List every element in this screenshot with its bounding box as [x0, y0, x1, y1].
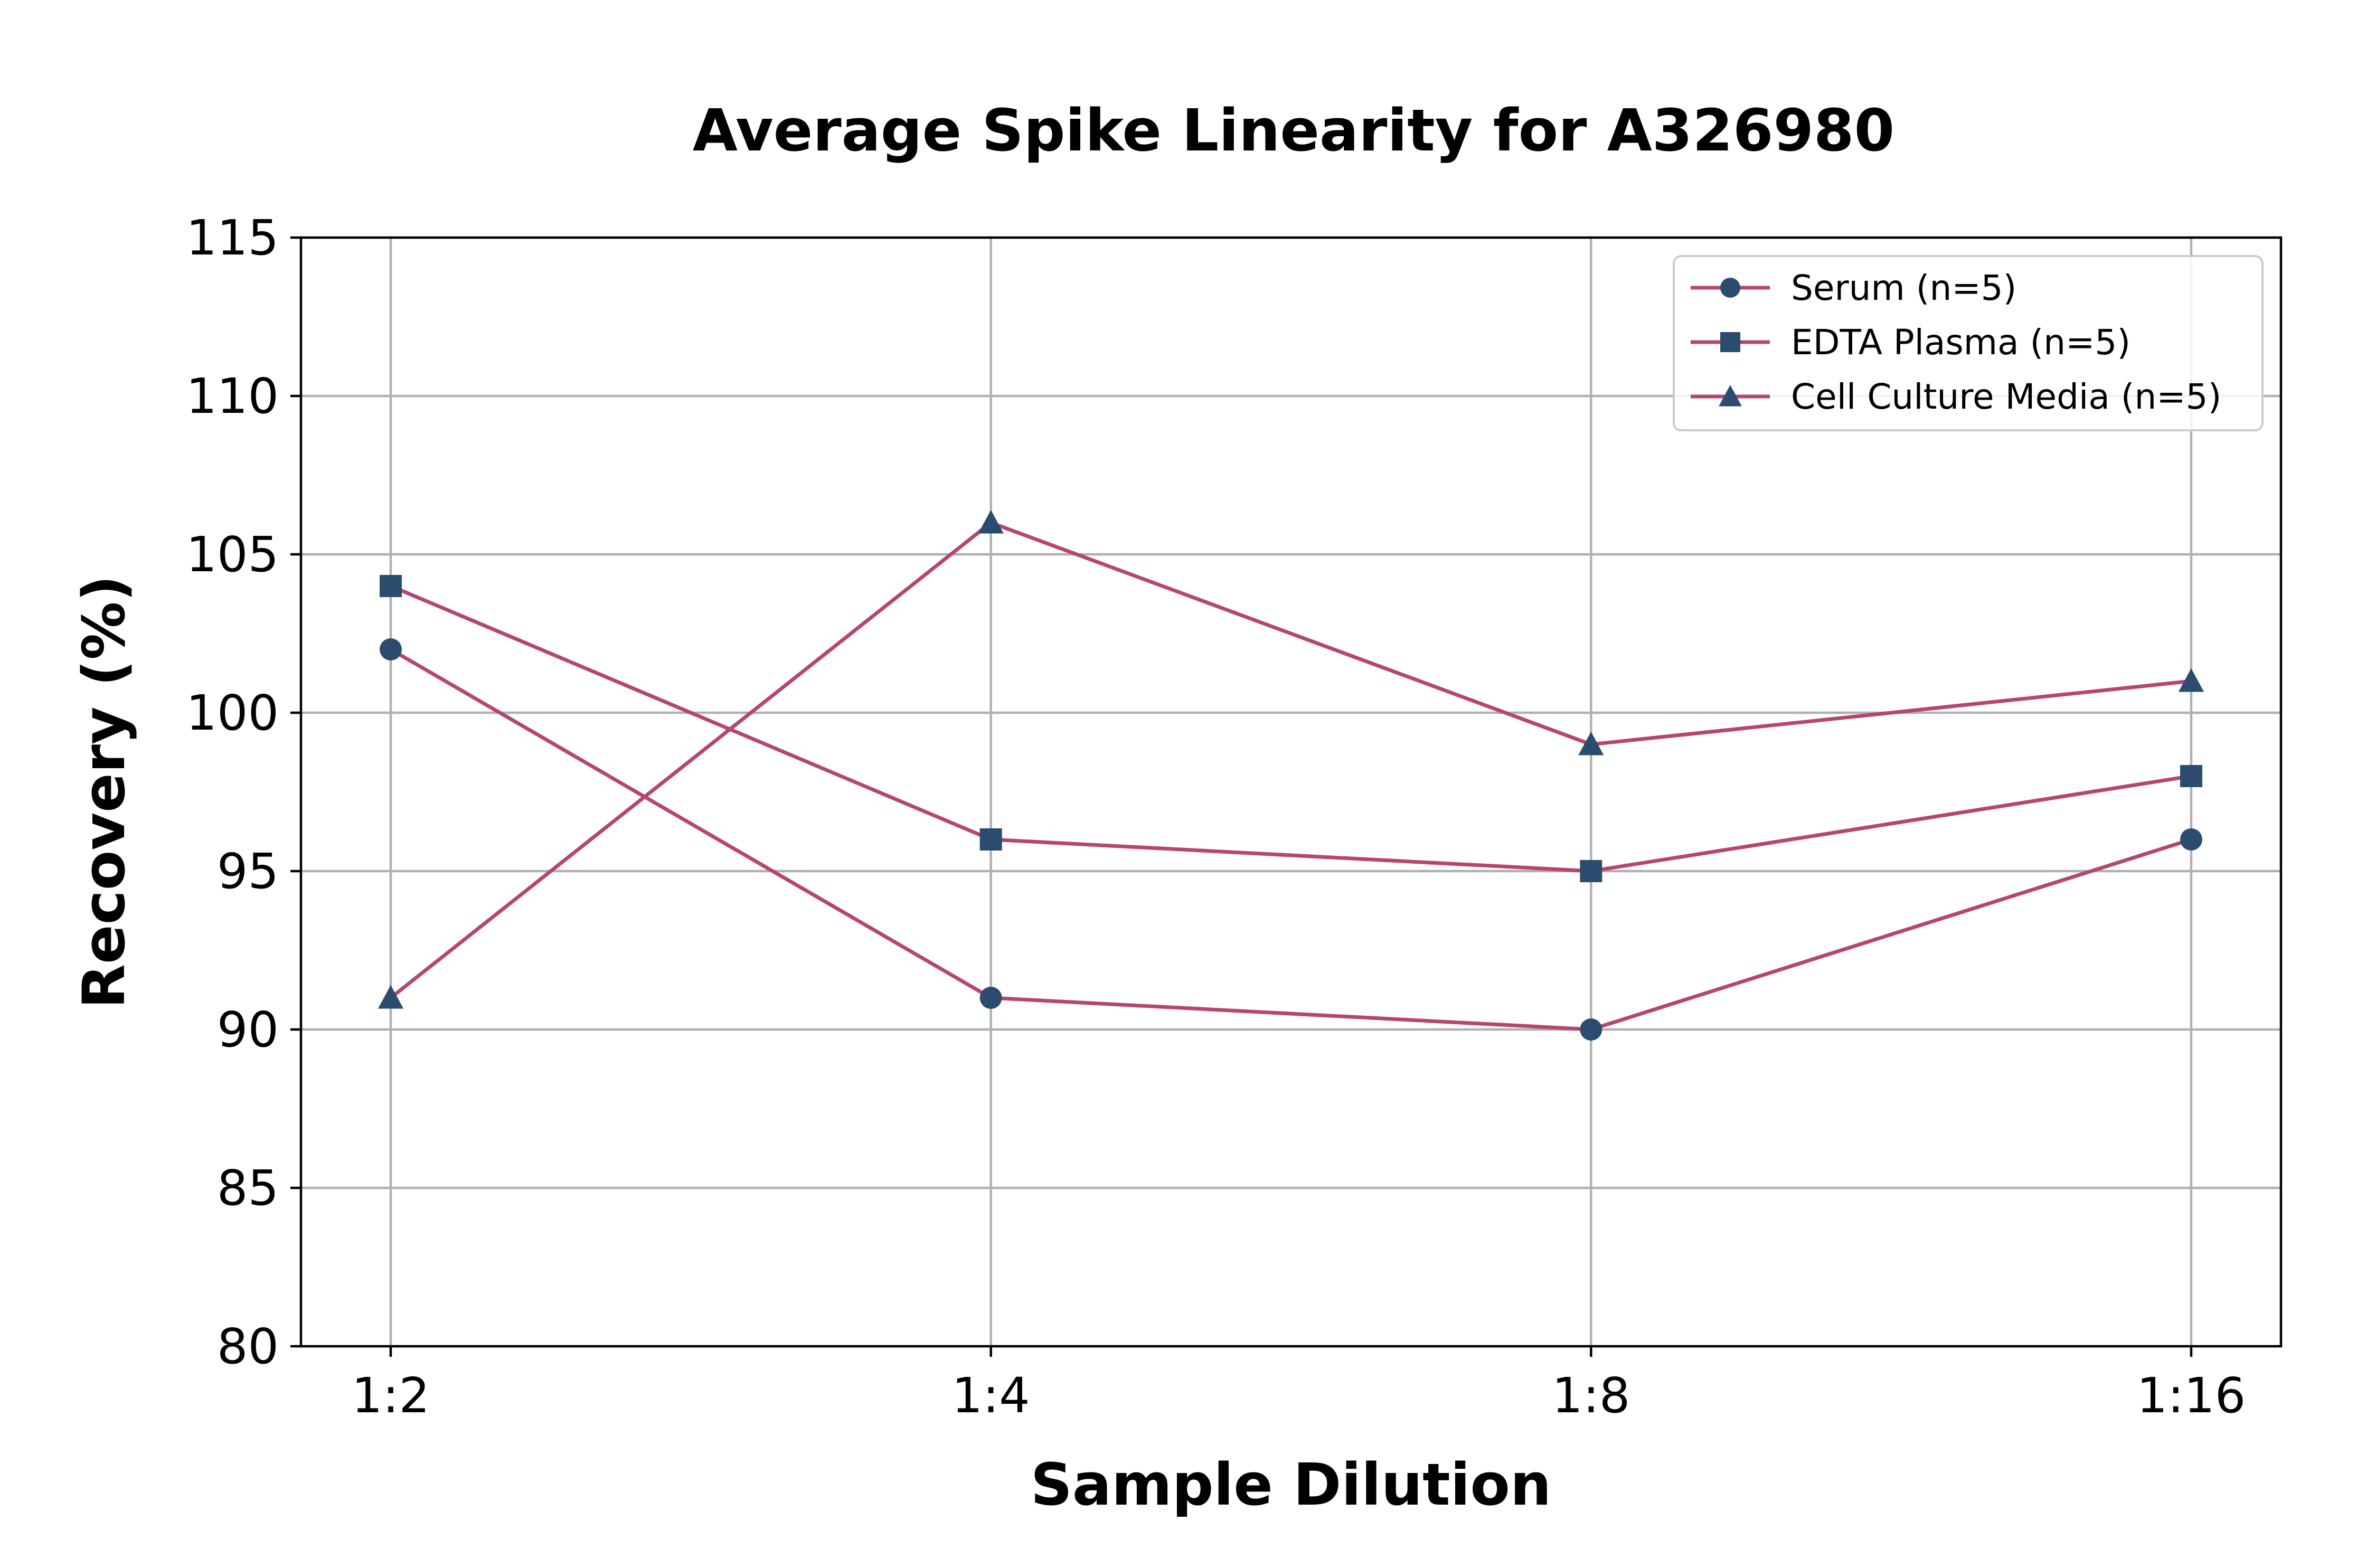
series-line: [388, 521, 2193, 1000]
data-point-triangle: [1578, 731, 1604, 755]
y-tick-label: 95: [217, 843, 279, 900]
x-tick-label: 1:4: [952, 1367, 1030, 1424]
data-point-circle: [979, 987, 1002, 1009]
series-1: [380, 575, 2202, 882]
legend-label: Cell Culture Media (n=5): [1791, 376, 2221, 417]
data-point-circle: [1580, 1018, 1602, 1041]
legend-item: Cell Culture Media (n=5): [1691, 376, 2221, 417]
legend: Serum (n=5) EDTA Plasma (n=5) Cell Culture…: [1673, 255, 2264, 431]
legend-marker-triangle: [1719, 385, 1742, 407]
data-point-square: [1580, 860, 1602, 882]
legend-item: Serum (n=5): [1691, 268, 2016, 308]
series-line: [388, 583, 2194, 873]
plot-frame: [299, 236, 2283, 1348]
y-tick-label: 110: [186, 368, 279, 424]
data-point-circle: [380, 638, 402, 660]
legend-marker-square: [1720, 332, 1740, 352]
series-0: [380, 638, 2202, 1041]
data-point-triangle: [2178, 668, 2204, 692]
y-tick-label: 90: [217, 1002, 279, 1058]
data-point-square: [380, 575, 402, 597]
y-tick-label: 115: [186, 210, 279, 266]
data-point-square: [2180, 765, 2202, 787]
legend-marker-circle: [1720, 278, 1740, 298]
y-tick-label: 85: [217, 1160, 279, 1216]
y-tick-label: 105: [186, 526, 279, 583]
y-tick-label: 80: [217, 1318, 279, 1375]
y-tick-label: 100: [186, 685, 279, 741]
data-point-triangle: [378, 985, 404, 1009]
series-group: [378, 509, 2204, 1041]
x-tick-label: 1:16: [2137, 1367, 2246, 1424]
legend-box: [1673, 255, 2264, 431]
axis-ticks: 80 85 90 95 100 105 110 115 1:2 1:4 1:8 1:16: [186, 210, 2246, 1424]
data-point-square: [979, 828, 1002, 851]
chart-title: Average Spike Linearity for A326980: [693, 97, 1894, 164]
legend-label: Serum (n=5): [1791, 268, 2016, 308]
series-line: [388, 647, 2194, 1032]
x-tick-label: 1:8: [1552, 1367, 1630, 1424]
grid: [301, 238, 2281, 1346]
data-point-circle: [2180, 828, 2202, 851]
legend-item: EDTA Plasma (n=5): [1691, 322, 2130, 363]
legend-label: EDTA Plasma (n=5): [1791, 322, 2130, 363]
y-axis-label: Recovery (%): [70, 575, 138, 1008]
data-point-triangle: [978, 509, 1004, 534]
x-tick-label: 1:2: [352, 1367, 430, 1424]
x-axis-label: Sample Dilution: [1031, 1451, 1552, 1518]
series-2: [378, 509, 2204, 1009]
